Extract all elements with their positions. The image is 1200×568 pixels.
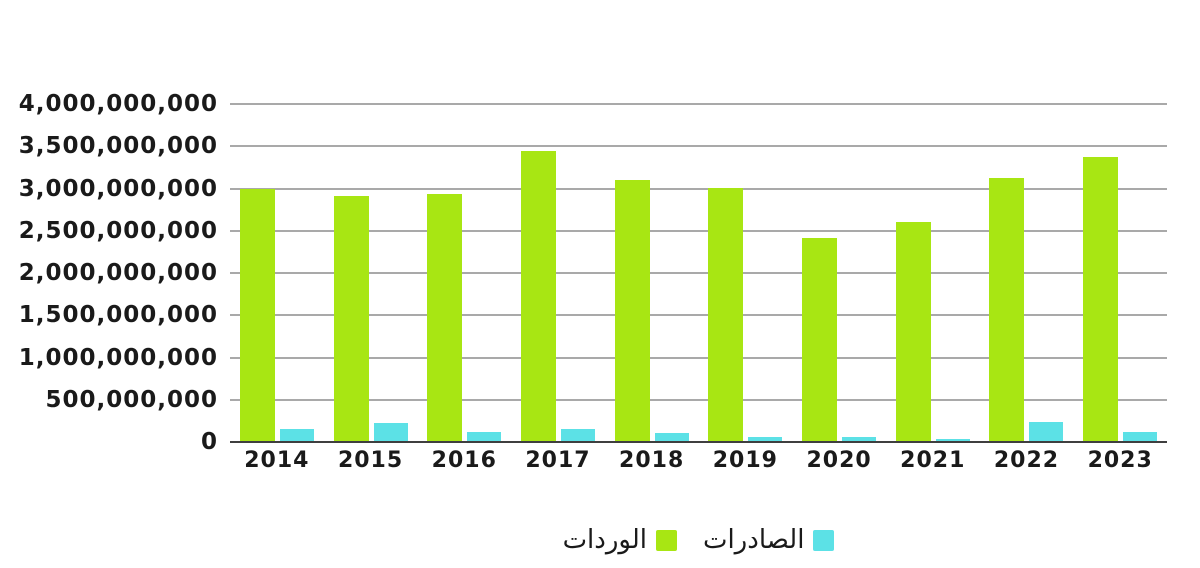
gridline: [230, 145, 1167, 148]
imports-bar-2020: [802, 237, 838, 442]
exports-bar-2014: [279, 429, 314, 442]
imports-bar-2021: [895, 222, 931, 442]
y-tick-label: 3,500,000,000: [18, 133, 218, 160]
imports-bar-2016: [427, 193, 463, 442]
x-tick-label-2016: 2016: [431, 448, 497, 473]
imports-bar-2022: [989, 178, 1025, 442]
bar-group-2019: [699, 104, 793, 442]
bar-group-2023: [1073, 104, 1167, 442]
exports-bar-2017: [560, 429, 595, 442]
imports-swatch-icon: [655, 529, 677, 551]
bar-group-2021: [886, 104, 980, 442]
bar-group-2015: [324, 104, 418, 442]
imports-bar-2019: [708, 187, 744, 442]
exports-bar-2018: [654, 432, 689, 442]
exports-bar-2016: [467, 431, 502, 442]
imports-bar-2015: [333, 196, 369, 442]
imports-bar-2017: [520, 151, 556, 442]
exports-bar-2021: [935, 438, 970, 442]
y-tick-label: 0: [200, 429, 218, 455]
exports-bar-2022: [1029, 422, 1064, 442]
legend-label-imports: الوردات: [562, 525, 647, 555]
x-tick-label-2014: 2014: [244, 448, 310, 473]
legend-item-imports: الوردات: [563, 525, 677, 555]
gridline: [230, 356, 1167, 359]
x-tick-label-2020: 2020: [806, 448, 872, 473]
y-tick-label: 500,000,000: [45, 386, 218, 413]
x-tick-label-2018: 2018: [619, 448, 685, 473]
imports-bar-2023: [1083, 157, 1119, 442]
y-tick-label: 2,500,000,000: [18, 217, 218, 244]
x-tick-label-2023: 2023: [1087, 448, 1153, 473]
x-tick-label-2021: 2021: [900, 448, 966, 473]
x-tick-label-2019: 2019: [712, 448, 778, 473]
imports-bar-2014: [239, 188, 275, 442]
chart-legend: الصادرات الوردات: [230, 522, 1167, 558]
imports-bar-2018: [614, 180, 650, 442]
exports-bar-2020: [842, 436, 877, 442]
bar-group-2016: [417, 104, 511, 442]
x-tick-label-2015: 2015: [337, 448, 404, 473]
x-axis-tick-labels: 2014 2015 2016 2017 2018 2019 2020 2021 2022 2023: [230, 448, 1167, 473]
gridline: [230, 187, 1167, 190]
x-tick-label-2017: 2017: [525, 448, 591, 473]
x-axis-baseline: [230, 441, 1167, 443]
x-tick-label-2022: 2022: [993, 448, 1060, 473]
bar-group-2020: [792, 104, 886, 442]
exports-bar-2023: [1123, 431, 1158, 442]
legend-item-exports: الصادرات: [702, 525, 835, 555]
exports-bar-2019: [748, 436, 783, 442]
plot-area: [230, 103, 1167, 443]
y-tick-label: 2,000,000,000: [18, 260, 218, 286]
y-axis-tick-labels: 4,000,000,000 3,500,000,000 3,000,000,000 2…: [0, 91, 218, 455]
y-tick-label: 3,000,000,000: [18, 175, 218, 202]
bars-layer: [230, 104, 1167, 442]
y-tick-label: 1,000,000,000: [18, 344, 218, 371]
gridline: [230, 398, 1167, 401]
exports-bar-2015: [373, 422, 408, 442]
exports-swatch-icon: [813, 529, 835, 551]
bar-group-2018: [605, 104, 699, 442]
y-tick-label: 4,000,000,000: [18, 91, 218, 117]
y-tick-label: 1,500,000,000: [18, 302, 218, 329]
gridline: [230, 314, 1167, 317]
gridline: [230, 272, 1167, 274]
legend-label-exports: الصادرات: [702, 525, 805, 555]
bar-group-2022: [980, 104, 1074, 442]
bar-group-2017: [511, 104, 605, 442]
gridline: [230, 229, 1167, 232]
bar-group-2014: [230, 104, 324, 442]
gridline: [230, 103, 1167, 105]
